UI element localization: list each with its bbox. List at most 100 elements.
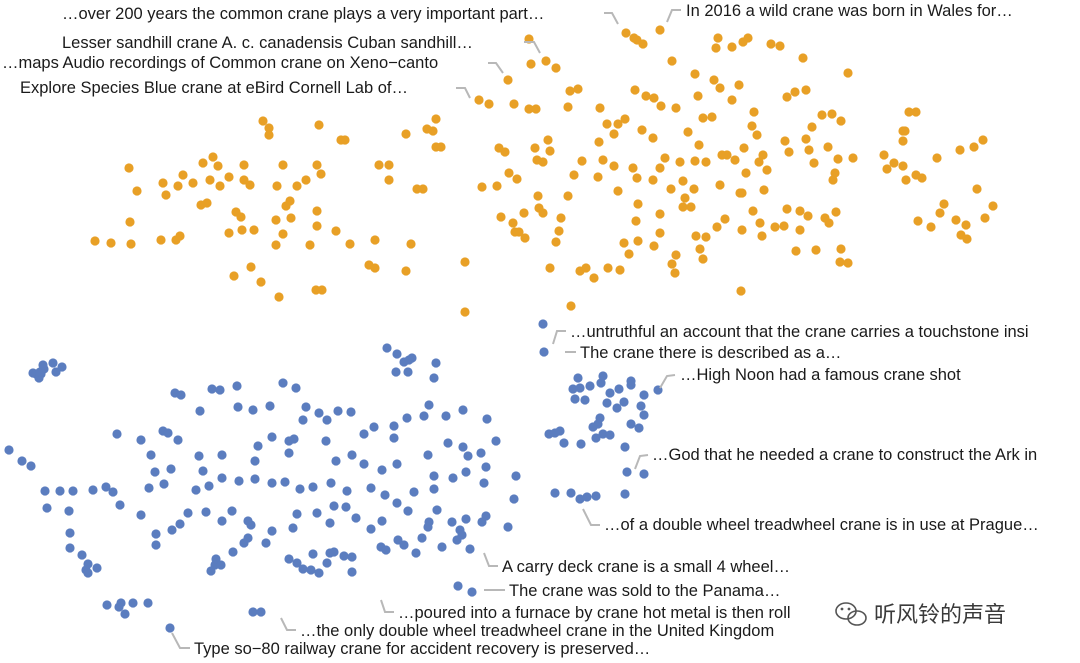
blue-point <box>248 607 258 617</box>
leader-line-5 <box>456 87 471 99</box>
blue-point <box>267 478 277 488</box>
orange-point <box>879 150 889 160</box>
orange-point <box>882 164 892 174</box>
blue-point <box>151 529 161 539</box>
orange-point <box>305 240 315 250</box>
blue-point <box>120 609 130 619</box>
annotation-label-11: A carry deck crane is a small 4 wheel… <box>502 558 790 576</box>
blue-point <box>175 519 185 529</box>
blue-point <box>253 441 263 451</box>
orange-point <box>460 307 470 317</box>
orange-point <box>678 202 688 212</box>
orange-point <box>340 135 350 145</box>
orange-point <box>621 28 631 38</box>
orange-point <box>827 109 837 119</box>
blue-point <box>366 524 376 534</box>
orange-point <box>271 215 281 225</box>
leader-lines <box>171 9 681 649</box>
orange-point <box>741 168 751 178</box>
blue-point <box>447 517 457 527</box>
blue-point <box>419 411 429 421</box>
orange-point <box>573 84 583 94</box>
annotation-label-3: Lesser sandhill crane A. c. canadensis C… <box>62 34 473 52</box>
leader-line-10 <box>582 508 600 526</box>
orange-point <box>202 198 212 208</box>
blue-point <box>366 483 376 493</box>
orange-point <box>660 153 670 163</box>
orange-point <box>709 75 719 85</box>
orange-point <box>694 140 704 150</box>
points-layer <box>4 25 998 633</box>
orange-point <box>543 135 553 145</box>
orange-point <box>755 218 765 228</box>
blue-point <box>38 360 48 370</box>
orange-point <box>312 160 322 170</box>
blue-point <box>51 367 61 377</box>
orange-point <box>274 292 284 302</box>
blue-point <box>329 547 339 557</box>
orange-point <box>237 225 247 235</box>
blue-point <box>234 476 244 486</box>
blue-point <box>476 448 486 458</box>
orange-point <box>460 257 470 267</box>
orange-point <box>278 229 288 239</box>
orange-point <box>757 231 767 241</box>
blue-point <box>457 530 467 540</box>
blue-point <box>382 343 392 353</box>
blue-point <box>347 567 357 577</box>
blue-point <box>402 413 412 423</box>
leader-line-6 <box>552 330 566 345</box>
orange-point <box>619 238 629 248</box>
orange-point <box>224 172 234 182</box>
orange-point <box>245 180 255 190</box>
blue-point <box>151 540 161 550</box>
orange-point <box>589 273 599 283</box>
orange-point <box>926 222 936 232</box>
orange-point <box>754 157 764 167</box>
blue-point <box>198 466 208 476</box>
orange-point <box>784 147 794 157</box>
orange-point <box>807 122 817 132</box>
blue-point <box>227 506 237 516</box>
orange-point <box>316 169 326 179</box>
orange-point <box>701 232 711 242</box>
blue-point <box>165 623 175 633</box>
orange-point <box>208 152 218 162</box>
orange-point <box>524 104 534 114</box>
blue-point <box>292 509 302 519</box>
blue-point <box>217 473 227 483</box>
blue-point <box>204 481 214 491</box>
orange-point <box>512 174 522 184</box>
orange-point <box>655 25 665 35</box>
blue-point <box>568 384 578 394</box>
orange-point <box>655 163 665 173</box>
orange-point <box>613 186 623 196</box>
blue-point <box>441 411 451 421</box>
orange-point <box>633 236 643 246</box>
orange-point <box>670 268 680 278</box>
blue-point <box>194 451 204 461</box>
orange-point <box>631 216 641 226</box>
blue-point <box>509 494 519 504</box>
orange-point <box>132 186 142 196</box>
wechat-icon <box>835 602 867 626</box>
blue-point <box>26 461 36 471</box>
orange-point <box>519 208 529 218</box>
orange-point <box>730 155 740 165</box>
orange-point <box>737 225 747 235</box>
orange-point <box>693 91 703 101</box>
orange-point <box>743 33 753 43</box>
blue-point <box>399 540 409 550</box>
blue-point <box>443 438 453 448</box>
orange-point <box>436 142 446 152</box>
orange-point <box>780 136 790 146</box>
blue-point <box>622 467 632 477</box>
blue-point <box>159 479 169 489</box>
blue-point <box>437 542 447 552</box>
orange-point <box>158 178 168 188</box>
blue-point <box>465 544 475 554</box>
blue-point <box>68 486 78 496</box>
orange-point <box>272 181 282 191</box>
blue-point <box>326 478 336 488</box>
